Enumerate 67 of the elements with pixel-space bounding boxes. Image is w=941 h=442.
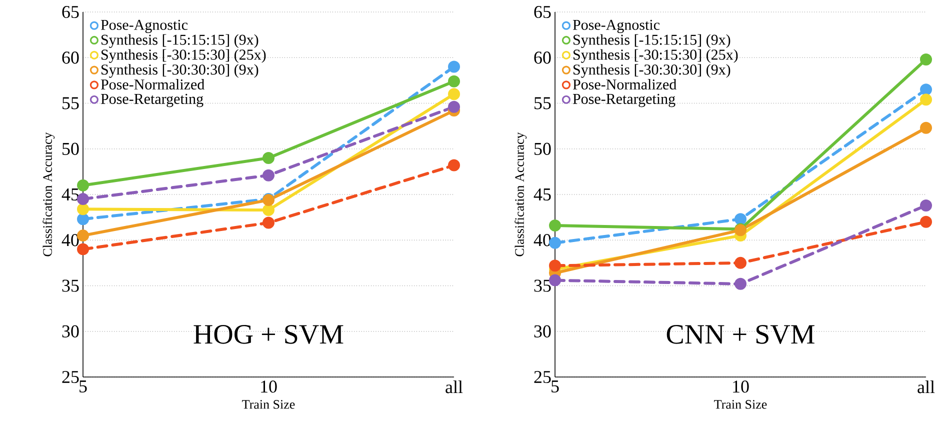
legend-label: Synthesis [-30:30:30] (9x) <box>574 64 730 78</box>
point <box>448 60 460 73</box>
point <box>920 122 932 134</box>
y-tick-label: 65 <box>534 6 551 18</box>
legend-label: Synthesis [-30:15:30] (25x) <box>574 49 738 63</box>
point <box>262 216 275 229</box>
y-axis-title: Classification Accuracy <box>42 132 55 256</box>
x-tick-label: all <box>918 380 935 394</box>
y-tick-label: 65 <box>62 6 79 18</box>
legend-label: Pose-Agnostic <box>572 20 660 34</box>
y-tick-label: 35 <box>62 280 79 292</box>
y-tick-label: 50 <box>534 142 551 155</box>
legend-label: Synthesis [-30:30:30] (9x) <box>102 64 258 78</box>
x-tick-label: 5 <box>80 380 87 392</box>
x-tick-label: all <box>446 380 463 394</box>
point <box>262 169 275 182</box>
point <box>549 260 562 272</box>
y-tick-label: 45 <box>534 188 551 201</box>
x-axis-title: Train Size <box>242 400 295 409</box>
point <box>734 256 747 269</box>
point <box>920 216 932 228</box>
y-tick-label: 40 <box>62 234 79 246</box>
text: CNN + SVM <box>666 325 814 344</box>
point <box>262 152 275 164</box>
y-tick-label: 60 <box>62 52 79 64</box>
legend-label: Synthesis [-30:15:30] (25x) <box>102 49 266 63</box>
y-tick-label: 45 <box>62 188 79 201</box>
point <box>549 274 562 286</box>
text: HOG + SVM <box>194 325 344 344</box>
point <box>448 100 460 113</box>
point <box>734 213 747 226</box>
point <box>549 220 562 232</box>
x-tick-label: 10 <box>261 380 277 393</box>
y-tick-label: 25 <box>62 370 79 384</box>
y-axis-title: Classification Accuracy <box>514 132 527 256</box>
legend-label: Pose-Retargeting <box>572 94 676 108</box>
y-tick-label: 35 <box>534 280 551 292</box>
point <box>920 84 932 96</box>
x-tick-label: 10 <box>733 380 749 393</box>
point <box>448 88 460 100</box>
x-axis-title: Train Size <box>714 400 767 409</box>
point <box>920 53 932 66</box>
point <box>77 193 90 206</box>
point <box>920 199 932 212</box>
y-tick-label: 50 <box>62 142 79 155</box>
x-tick-label: 5 <box>552 380 559 392</box>
legend-label: Pose-Normalized <box>572 79 676 90</box>
y-tick-label: 60 <box>534 52 551 64</box>
point <box>77 203 90 216</box>
point <box>920 94 932 106</box>
point <box>448 159 460 172</box>
point <box>77 213 90 226</box>
legend-label: Synthesis [-15:15:15] (9x) <box>574 34 730 48</box>
y-tick-label: 30 <box>534 325 551 338</box>
legend-label: Synthesis [-15:15:15] (9x) <box>102 34 258 48</box>
legend-label: Pose-Retargeting <box>100 94 204 108</box>
point <box>77 243 90 256</box>
y-tick-label: 55 <box>534 97 551 110</box>
point <box>734 278 747 290</box>
y-tick-label: 30 <box>62 325 79 338</box>
y-tick-label: 25 <box>534 370 551 384</box>
legend-label: Pose-Agnostic <box>100 20 188 34</box>
point <box>262 204 275 216</box>
point <box>448 75 460 88</box>
y-tick-label: 55 <box>62 97 79 110</box>
point <box>77 179 90 192</box>
legend-label: Pose-Normalized <box>100 79 204 90</box>
